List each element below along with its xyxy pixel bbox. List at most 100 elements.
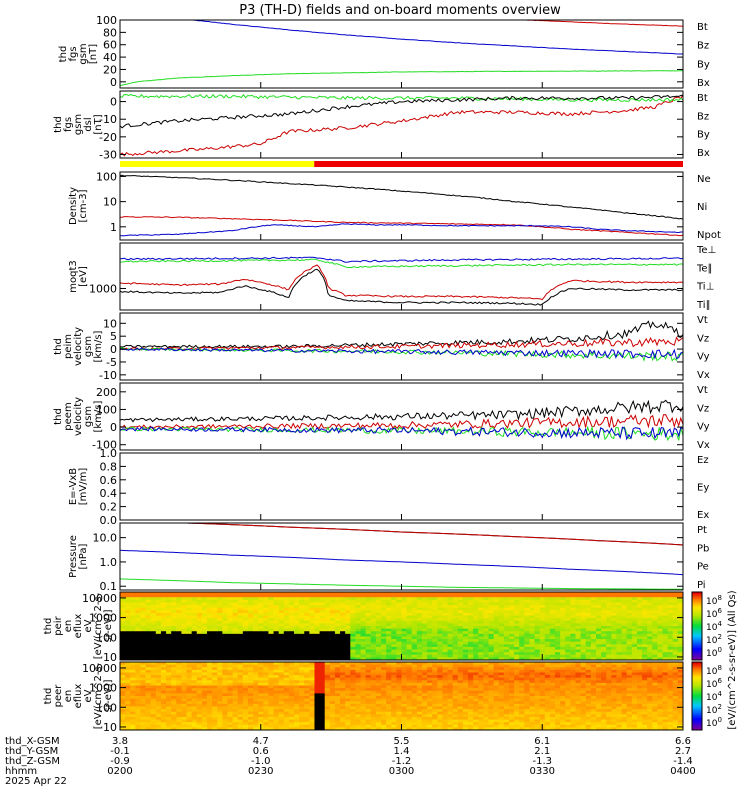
heatmap-cell: [160, 664, 167, 668]
heatmap-cell: [539, 631, 546, 635]
heatmap-cell: [570, 657, 577, 660]
heatmap-cell: [457, 646, 464, 651]
heatmap-cell: [427, 696, 433, 700]
heatmap-cell: [329, 626, 336, 630]
heatmap-cell: [462, 690, 469, 694]
heatmap-cell: [273, 672, 280, 676]
series-line-Vx: [120, 347, 683, 360]
heatmap-cell: [324, 672, 331, 676]
heatmap-cell: [631, 599, 638, 604]
heatmap-cell: [155, 664, 162, 668]
heatmap-cell: [340, 644, 346, 648]
heatmap-cell: [462, 620, 469, 624]
heatmap-cell: [288, 680, 295, 684]
heatmap-cell: [288, 605, 295, 609]
heatmap-cell: [319, 654, 326, 658]
heatmap-cell: [227, 654, 234, 658]
heatmap-cell: [314, 592, 321, 596]
series-line-Bz: [120, 94, 683, 157]
heatmap-cell: [677, 633, 683, 638]
heatmap-cell: [191, 641, 198, 645]
heatmap-cell: [350, 605, 357, 609]
heatmap-cell: [416, 680, 423, 684]
heatmap-cell: [222, 623, 229, 627]
heatmap-cell: [135, 667, 142, 671]
heatmap-cell: [503, 610, 510, 614]
ytick-label: 1.0: [100, 556, 118, 569]
heatmap-cell: [186, 615, 193, 619]
heatmap-cell: [278, 610, 285, 614]
heatmap-cell: [478, 597, 484, 601]
heatmap-cell: [201, 669, 208, 674]
heatmap-cell: [493, 646, 500, 651]
heatmap-cell: [370, 633, 377, 638]
heatmap-cell: [299, 709, 305, 713]
heatmap-cell: [186, 675, 193, 679]
heatmap-cell: [427, 602, 433, 606]
heatmap-cell: [370, 688, 377, 692]
heatmap-cell: [391, 636, 397, 640]
heatmap-cell: [457, 719, 464, 723]
heatmap-cell: [227, 719, 234, 723]
heatmap-cell: [278, 727, 285, 730]
heatmap-cell: [427, 599, 433, 604]
heatmap-cell: [375, 607, 382, 611]
heatmap-cell: [309, 631, 316, 635]
heatmap-cell: [268, 610, 275, 614]
heatmap-cell: [222, 688, 229, 692]
heatmap-cell: [150, 597, 157, 601]
heatmap-cell: [534, 599, 541, 604]
heatmap-cell: [222, 641, 229, 645]
heatmap-cell: [329, 677, 336, 681]
heatmap-cell: [365, 696, 372, 700]
heatmap-cell: [667, 594, 674, 598]
heatmap-cell: [611, 652, 618, 656]
heatmap-cell: [140, 690, 147, 694]
heatmap-cell: [386, 719, 392, 723]
heatmap-cell: [631, 610, 638, 614]
heatmap-cell: [135, 698, 142, 702]
heatmap-cell: [299, 703, 305, 708]
heatmap-cell: [606, 599, 612, 604]
heatmap-cell: [570, 628, 577, 632]
heatmap-cell: [442, 693, 449, 697]
heatmap-cell: [181, 654, 188, 658]
heatmap-cell: [283, 610, 290, 614]
heatmap-cell: [247, 724, 254, 728]
heatmap-cell: [155, 703, 162, 708]
heatmap-cell: [411, 714, 418, 718]
heatmap-cell: [278, 626, 285, 630]
heatmap-cell: [217, 680, 223, 684]
heatmap-cell: [611, 646, 618, 651]
heatmap-cell: [304, 592, 310, 596]
heatmap-cell: [191, 592, 198, 596]
heatmap-cell: [391, 607, 397, 611]
heatmap-cell: [667, 633, 674, 638]
heatmap-cell: [442, 594, 449, 598]
heatmap-cell: [196, 612, 203, 617]
heatmap-cell: [365, 602, 372, 606]
heatmap-cell: [667, 639, 674, 643]
heatmap-cell: [283, 597, 290, 601]
heatmap-cell: [478, 615, 484, 619]
ytick-label: 1000: [89, 612, 117, 625]
heatmap-cell: [386, 680, 392, 684]
heatmap-cell: [217, 690, 223, 694]
heatmap-cell: [212, 709, 218, 713]
heatmap-cell: [503, 605, 510, 609]
heatmap-cell: [396, 685, 403, 689]
heatmap-cell: [437, 654, 444, 658]
heatmap-cell: [166, 688, 172, 692]
heatmap-cell: [416, 636, 423, 640]
heatmap-cell: [242, 719, 249, 723]
heatmap-cell: [483, 701, 490, 705]
heatmap-cell: [565, 599, 571, 604]
heatmap-cell: [242, 662, 249, 666]
heatmap-cell: [232, 696, 239, 700]
heatmap-cell: [166, 618, 172, 622]
heatmap-cell: [652, 612, 659, 617]
heatmap-cell: [657, 654, 664, 658]
heatmap-cell: [462, 714, 469, 718]
heatmap-cell: [258, 644, 264, 648]
heatmap-cell: [273, 696, 280, 700]
